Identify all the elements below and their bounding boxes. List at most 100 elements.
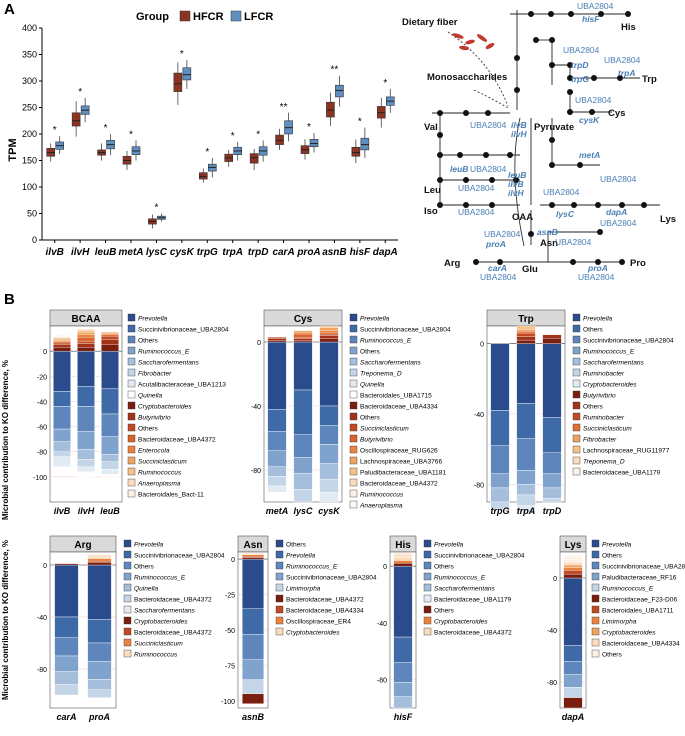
legend-swatch: [127, 434, 136, 443]
legend-swatch: [127, 368, 136, 377]
metabolite-his: His: [621, 22, 636, 33]
taxon-label: UBA2804: [577, 1, 614, 11]
legend-label: Others: [583, 327, 603, 334]
x-tick-label: asnB: [322, 247, 346, 258]
legend-label: Bacteroidaceae_UBA4372: [134, 597, 212, 604]
bar-segment: [563, 557, 583, 560]
box-hfcr: [326, 101, 335, 118]
legend-label: Ruminococcus: [134, 652, 178, 659]
legend-label: Treponema_D: [583, 459, 625, 466]
legend-label: Bacteroidaceae_UBA1179: [434, 597, 512, 604]
legend-swatch: [275, 616, 284, 625]
x-tick-label: lysC: [146, 247, 168, 258]
bar-segment: [393, 636, 413, 663]
legend-swatch: [123, 627, 132, 636]
panel-title: His: [395, 540, 411, 551]
metabolite-trp: Trp: [642, 74, 657, 85]
taxon-label: UBA2804: [555, 237, 592, 247]
legend-swatch: [572, 412, 581, 421]
legend-label: Others: [434, 608, 454, 615]
legend-swatch: [572, 423, 581, 432]
bar-segment: [563, 697, 583, 709]
legend-label: Succinivibrionaceae_UBA2804: [134, 553, 225, 560]
legend-label-hfcr: HFCR: [193, 11, 224, 23]
legend-label: Prevotella: [602, 542, 632, 549]
y-tick-label: 350: [22, 50, 37, 60]
legend-swatch: [127, 412, 136, 421]
bar-segment: [54, 655, 79, 672]
legend-label: Bacteroidales_UBA1715: [360, 393, 432, 400]
bar-segment: [293, 341, 313, 391]
metabolite-arg: Arg: [444, 258, 461, 269]
bar-segment: [53, 466, 71, 473]
y-tick-label: 300: [22, 76, 37, 86]
legend-label: Succinivibrionaceae_UBA2804: [434, 553, 525, 560]
bar-segment: [87, 661, 112, 680]
legend-label: Succinivibrionaceae_UBA2804: [602, 564, 685, 571]
legend-label: Fibrobacter: [138, 371, 172, 378]
legend-label: Acutalibacteraceae_UBA1213: [138, 382, 226, 389]
legend-swatch: [275, 539, 284, 548]
y-tick-label: 0: [480, 342, 484, 349]
legend-label: Bacteroidales_UBA1711: [602, 608, 674, 615]
bar-segment: [393, 553, 413, 555]
bar-segment: [393, 662, 413, 683]
bar-segment: [267, 409, 287, 432]
metabolite-glu: Glu: [522, 264, 538, 275]
legend-swatch: [349, 456, 358, 465]
gene-label-leub: leuB: [450, 164, 468, 174]
taxon-label: UBA2804: [480, 272, 517, 282]
x-tick-label: proA: [296, 247, 320, 258]
y-tick-label: -80: [37, 667, 47, 674]
legend-label: Succinivibrionaceae_UBA2804: [583, 338, 674, 345]
box-hfcr: [173, 72, 183, 92]
bar-segment: [77, 332, 95, 335]
legend-swatch: [349, 423, 358, 432]
legend-label: Limimorpha: [286, 586, 321, 593]
legend-label: Prevotella: [138, 316, 168, 323]
legend-label: Saccharofermentans: [583, 360, 645, 367]
taxon-label: UBA2804: [563, 45, 600, 55]
legend-swatch: [127, 478, 136, 487]
legend-swatch: [423, 605, 432, 614]
x-tick-label: ilvH: [71, 247, 90, 258]
box-hfcr: [249, 153, 259, 164]
legend-label: Saccharofermentans: [138, 360, 200, 367]
legend-label: Ruminococcus_E: [602, 586, 654, 593]
legend-label: Paludibacteraceae_RF16: [602, 575, 677, 582]
legend-label: Others: [602, 553, 622, 560]
bar-segment: [53, 456, 71, 468]
legend-label: Bacteroidaceae_F23-D06: [602, 597, 677, 604]
box-lfcr: [335, 84, 344, 98]
bar-segment: [319, 335, 339, 339]
legend-label: Others: [138, 426, 158, 433]
bar-segment: [267, 466, 287, 477]
x-tick-label: carA: [272, 247, 294, 258]
legend-swatch: [423, 594, 432, 603]
bar-segment: [54, 684, 79, 696]
significance-marker: *: [256, 129, 260, 140]
bar-segment: [393, 557, 413, 561]
legend-swatch: [349, 412, 358, 421]
bar-segment: [54, 671, 79, 685]
box-hfcr: [376, 106, 386, 119]
y-tick-label: -40: [547, 628, 557, 635]
y-tick-label: 0: [231, 557, 235, 564]
x-tick-label: trpA: [517, 506, 536, 516]
legend-swatch: [423, 550, 432, 559]
box-lfcr: [360, 137, 370, 151]
bar-segment: [101, 333, 119, 335]
bar-segment: [87, 689, 112, 698]
legend-label: Bacteroidaceae_UBA1179: [583, 470, 661, 477]
box-hfcr: [71, 112, 81, 127]
bar-segment: [563, 559, 583, 563]
legend-swatch: [423, 616, 432, 625]
x-tick-label: cysK: [318, 506, 341, 516]
legend-swatch: [591, 594, 600, 603]
taxon-label: UBA2804: [470, 120, 507, 130]
bar-segment: [490, 487, 510, 503]
y-tick-label: 0: [553, 576, 557, 583]
legend-label: Prevotella: [434, 542, 464, 549]
bar-segment: [87, 557, 112, 559]
legend-swatch: [275, 627, 284, 636]
